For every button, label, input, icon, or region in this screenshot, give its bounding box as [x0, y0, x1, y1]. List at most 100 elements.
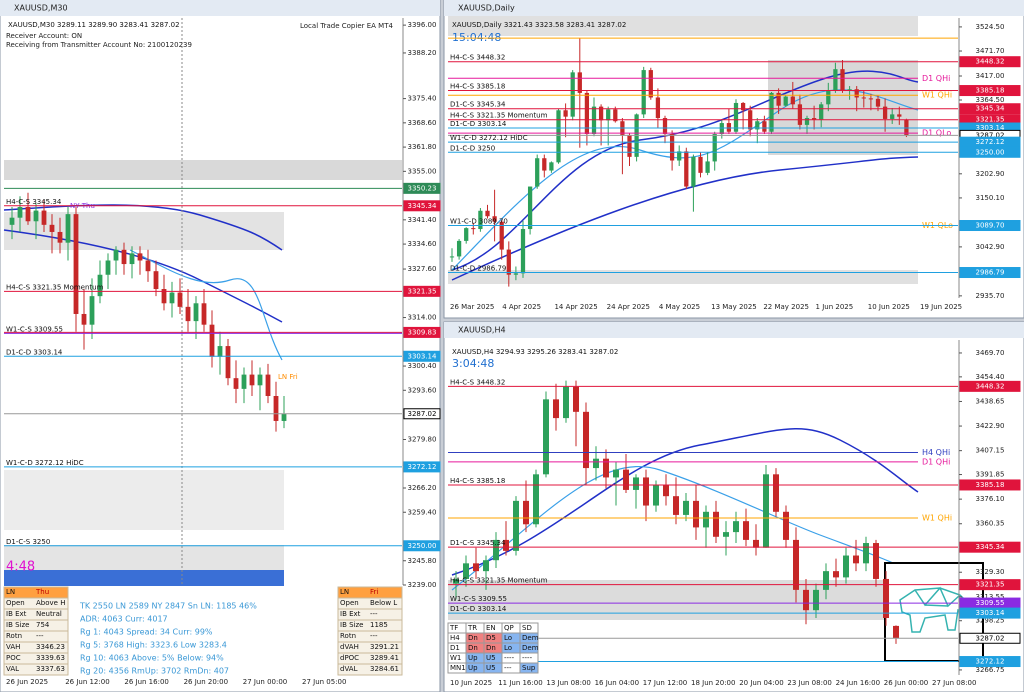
panel-key: IB Size [6, 621, 29, 629]
price-tick-label: 3239.00 [408, 581, 437, 589]
candle-body [583, 411, 589, 469]
panel-value: 3291.21 [370, 643, 399, 651]
trend-cell-text: Up [468, 654, 478, 662]
price-tick-label: 3407.15 [976, 447, 1005, 455]
candle-body [797, 104, 803, 125]
candle-body [201, 303, 207, 325]
candle-body [776, 92, 781, 106]
candle-body [533, 474, 539, 525]
candle-body [890, 114, 895, 119]
price-box-label: 3287.02 [976, 634, 1005, 642]
candle-body [523, 500, 529, 525]
candle-body [25, 207, 31, 222]
candle-body [762, 121, 767, 132]
trend-cell-text: Lo [504, 644, 512, 652]
candle-body [153, 271, 159, 290]
panel-key: dPOC [340, 654, 359, 662]
level-label: H4 QHi [922, 448, 950, 457]
level-label: D1-C-D 3303.14 [450, 120, 507, 128]
price-tick-label: 3364.50 [976, 96, 1005, 104]
price-tick-label: 3341.40 [408, 216, 437, 224]
candle-body [563, 386, 569, 419]
price-tick-label: 3438.65 [976, 397, 1005, 405]
trend-cell [519, 662, 539, 674]
panel-key: VAL [6, 665, 19, 673]
panel-value: Below L [370, 599, 397, 607]
h4-caption[interactable] [444, 322, 1024, 338]
candle-body [473, 563, 479, 572]
level-label: W1-C-S 3309.55 [450, 595, 507, 603]
price-box [403, 182, 441, 194]
candle-body [606, 109, 611, 121]
candle-body [591, 106, 597, 135]
zone [4, 470, 284, 530]
candle-body [535, 158, 540, 187]
candle-body [520, 229, 526, 274]
candle-body [456, 240, 462, 257]
price-tick-label: 3279.80 [408, 436, 437, 444]
candle-body [57, 231, 63, 243]
price-box-label: 3345.34 [408, 202, 437, 210]
date-label: 24 Jun 16:00 [836, 679, 880, 687]
price-tick-label: 3454.40 [976, 373, 1005, 381]
level-label: D1-C-S 3345.34 [450, 539, 506, 547]
price-tick-label: 3391.85 [976, 471, 1005, 479]
panel-value: --- [370, 632, 378, 640]
candle-body [464, 228, 469, 241]
candle-body [265, 374, 271, 396]
candle-body [177, 292, 183, 307]
candle-body [73, 214, 79, 314]
price-tick-label: 3259.40 [408, 508, 437, 516]
session-label: LN Fri [278, 373, 298, 381]
price-box-label: 3448.32 [976, 382, 1005, 390]
candle-body [89, 296, 95, 325]
ma-line [451, 465, 919, 591]
zone [448, 270, 918, 284]
price-box-label: 3448.32 [976, 58, 1005, 66]
candle-body [648, 70, 653, 98]
panel-value: 3337.63 [36, 665, 65, 673]
transmitter-status: Receiving from Transmitter Account No: 2… [6, 41, 192, 49]
candle-body [233, 378, 239, 389]
candle-body [703, 511, 709, 528]
panel-key: Rotn [6, 632, 22, 640]
trend-cell-text: TF [449, 624, 458, 632]
trend-cell-text: H4 [450, 634, 460, 642]
date-label: 13 Jun 08:00 [546, 679, 590, 687]
candle-body [281, 413, 287, 421]
price-box [403, 461, 441, 473]
date-label: 17 Jun 12:00 [643, 679, 687, 687]
trend-cell-text: MN1 [450, 664, 466, 672]
panel-value: Neutral [36, 610, 62, 618]
logo [899, 586, 971, 633]
price-tick-label: 3471.70 [976, 47, 1005, 55]
candle-body [33, 210, 39, 222]
panel-key: Open [6, 599, 25, 607]
panel-value: --- [36, 632, 44, 640]
daily-window [443, 0, 1024, 319]
m30-caption[interactable] [0, 0, 440, 16]
date-label: 27 Jun 00:00 [243, 678, 287, 686]
candle-body [641, 70, 646, 115]
stats-line: Rg 1: 4043 Spread: 34 Curr: 99% [80, 628, 213, 637]
panel-key: LN [6, 588, 15, 596]
price-tick-label: 3469.70 [976, 349, 1005, 357]
candle-body [49, 224, 55, 232]
chart-header: XAUUSD,M30 3289.11 3289.90 3283.41 3287.… [8, 21, 180, 29]
date-label: 4 Apr 2025 [502, 303, 541, 311]
panel-key: Open [340, 599, 359, 607]
candle-body [121, 249, 127, 265]
price-box [403, 408, 441, 420]
price-tick-label: 3327.60 [408, 265, 437, 273]
candle-body [705, 161, 710, 173]
price-box-label: 3303.14 [976, 609, 1005, 617]
daily-caption[interactable] [444, 0, 1024, 16]
candle-body [769, 92, 774, 132]
trend-cell-text: ---- [504, 654, 515, 662]
price-box [959, 380, 1021, 392]
panel-key: VAH [6, 643, 20, 651]
receiver-status: Receiver Account: ON [6, 32, 82, 40]
date-label: 10 Jun 2025 [868, 303, 910, 311]
price-box-label: 3309.83 [408, 328, 437, 336]
